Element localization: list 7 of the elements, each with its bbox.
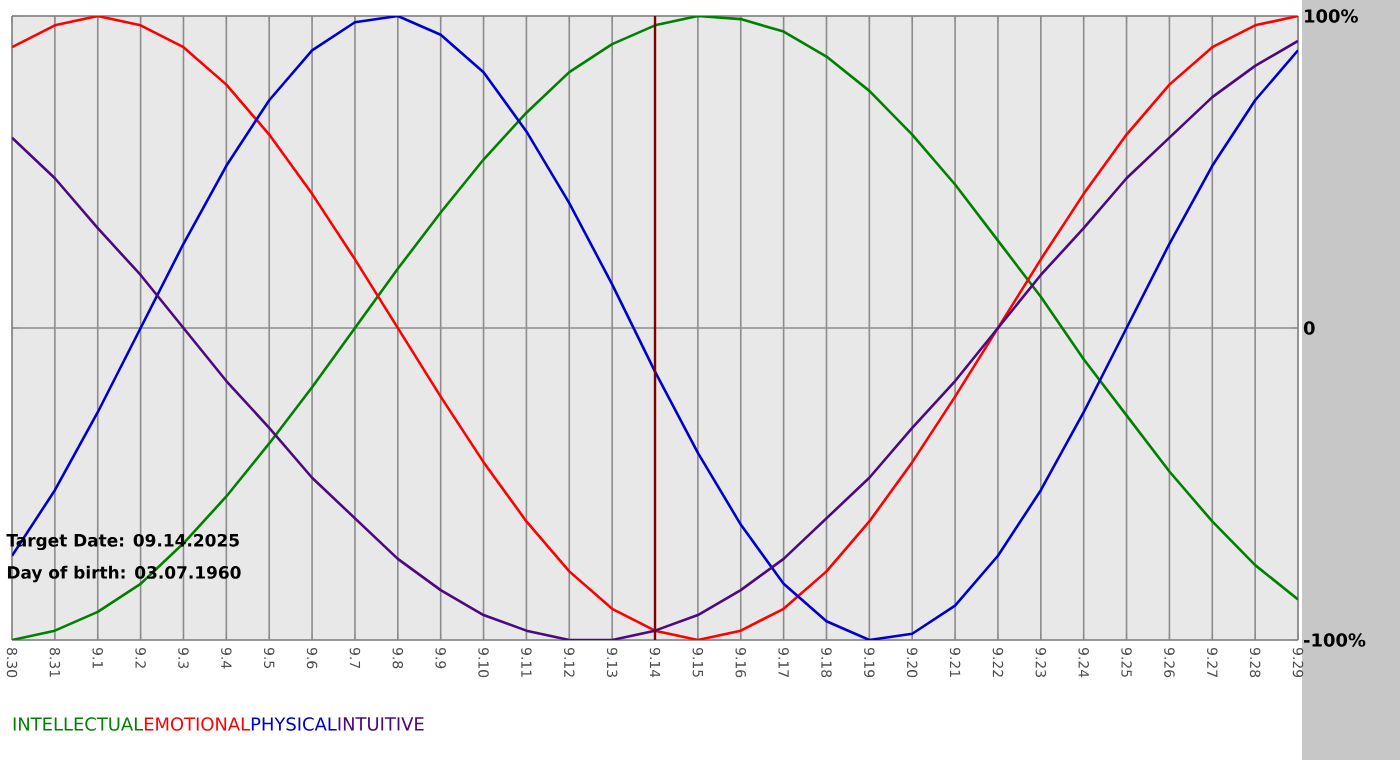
text: INTELLECTUAL (13, 717, 144, 731)
y-tick-label: 100% (1305, 9, 1358, 23)
text: PHYSICAL (251, 717, 337, 731)
text: EMOTIONAL (144, 717, 251, 731)
text: INTUITIVE (338, 717, 424, 731)
y-tick-label: -100% (1304, 633, 1366, 647)
y-tick-label: 0 (1303, 321, 1315, 335)
